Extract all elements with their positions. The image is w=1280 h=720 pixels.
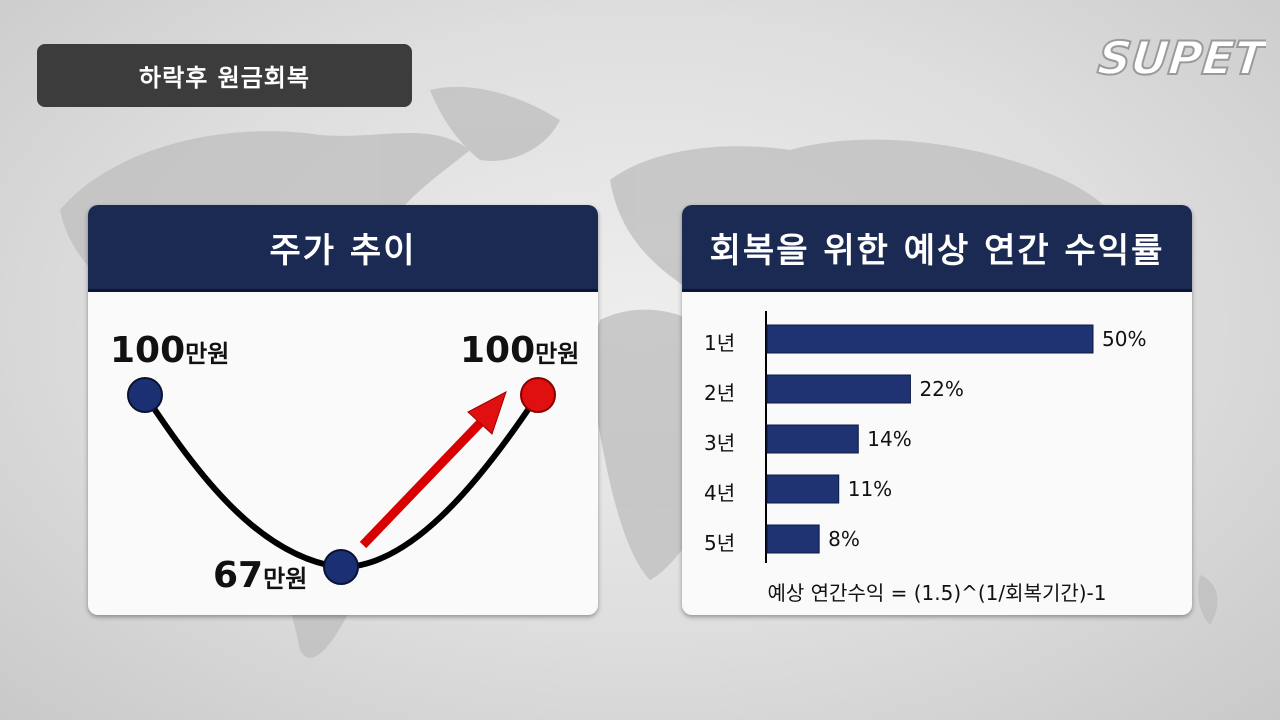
bottom-price-label: 67만원 — [213, 555, 308, 596]
bar-category-label: 2년 — [704, 381, 736, 405]
bar-value-label: 8% — [828, 527, 860, 551]
stock-trend-diagram — [127, 377, 556, 585]
formula-text: 예상 연간수익 = (1.5)^(1/회복기간)-1 — [767, 581, 1107, 605]
rise-arrow-shaft — [359, 416, 487, 549]
rise-arrow-head — [467, 390, 507, 435]
bar-value-label: 11% — [847, 477, 893, 501]
bar-value-label: 50% — [1102, 327, 1147, 351]
recovery-bar-chart: 1년 50% 2년 22% 3년 14% 4년 11% 5년 8% — [682, 205, 1192, 615]
point-start — [127, 377, 163, 413]
recovery-return-title: 회복을 위한 예상 연간 수익률 — [682, 205, 1192, 292]
logo-text: SUPETV — [1096, 31, 1266, 85]
bar-5 — [766, 524, 820, 554]
stock-trend-panel: 주가 추이 100만원 67만원 100만원 — [88, 205, 598, 615]
bar-value-label: 14% — [867, 427, 912, 451]
bar-1 — [766, 324, 1094, 354]
stock-trend-title: 주가 추이 — [88, 205, 598, 292]
bar-chart-svg — [765, 311, 1094, 563]
bar-category-label: 4년 — [704, 481, 736, 505]
supetv-logo: SUPETV — [1096, 30, 1266, 86]
bar-4 — [766, 474, 840, 504]
bar-category-label: 3년 — [704, 431, 736, 455]
start-price-label: 100만원 — [110, 330, 230, 371]
point-end — [520, 377, 556, 413]
bar-category-label: 1년 — [704, 331, 736, 355]
bar-value-label: 22% — [919, 377, 964, 401]
recovery-return-panel: 회복을 위한 예상 연간 수익률 1년 50% 2년 22% 3년 14% 4년 11% 5년 8… — [682, 205, 1192, 615]
point-bottom — [323, 549, 359, 585]
end-price-label: 100만원 — [460, 330, 580, 371]
page-title: 하락후 원금회복 — [37, 44, 412, 107]
bar-3 — [766, 424, 859, 454]
bar-2 — [766, 374, 911, 404]
bar-category-label: 5년 — [704, 531, 736, 555]
